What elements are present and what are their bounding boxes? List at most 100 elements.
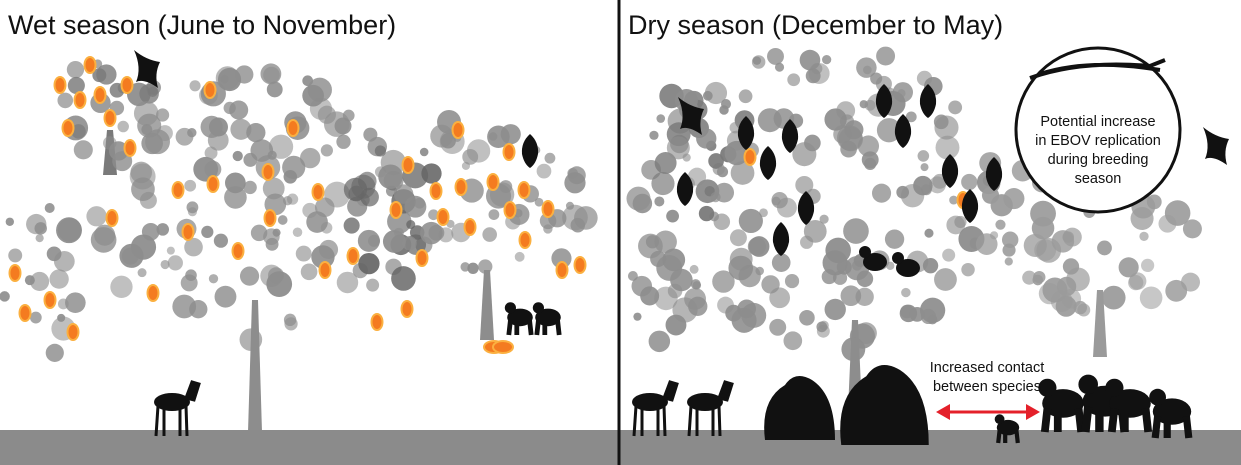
foliage <box>515 252 525 262</box>
foliage <box>901 288 910 297</box>
foliage <box>783 331 802 350</box>
foliage <box>176 128 194 146</box>
foliage <box>948 100 962 114</box>
fruit <box>488 174 499 190</box>
foliage <box>654 287 678 311</box>
foliage <box>942 249 955 262</box>
fruit <box>148 285 159 301</box>
foliage <box>1030 201 1056 227</box>
foliage <box>767 48 784 65</box>
foliage <box>666 210 679 223</box>
primate <box>1078 375 1098 395</box>
foliage <box>74 140 93 159</box>
foliage <box>240 267 259 286</box>
foliage <box>188 207 197 216</box>
fruit <box>45 292 56 308</box>
fruit <box>125 140 136 156</box>
foliage <box>344 218 360 234</box>
foliage <box>1002 244 1015 257</box>
foliage <box>1140 287 1163 310</box>
foliage <box>863 66 872 75</box>
foliage <box>25 275 35 285</box>
foliage <box>749 236 770 257</box>
fruit <box>122 77 133 93</box>
foliage <box>1052 230 1074 252</box>
foliage <box>414 198 425 209</box>
foliage <box>482 227 497 242</box>
foliage <box>260 63 281 84</box>
foliage <box>1097 241 1112 256</box>
fruit <box>63 120 74 136</box>
foliage <box>460 262 469 271</box>
foliage <box>310 98 332 120</box>
foliage <box>691 279 701 289</box>
foliage <box>872 184 891 203</box>
monkey <box>859 246 871 258</box>
foliage <box>68 77 85 94</box>
foliage <box>804 135 821 152</box>
primate <box>1149 389 1166 406</box>
foliage <box>138 268 147 277</box>
foliage <box>1066 268 1090 292</box>
foliage <box>860 100 868 108</box>
fruit <box>105 110 116 126</box>
foliage <box>862 151 879 168</box>
panel-title: Dry season (December to May) <box>628 10 1003 40</box>
fruit <box>205 82 216 98</box>
foliage <box>822 55 831 64</box>
foliage <box>833 271 847 285</box>
foliage <box>119 244 143 268</box>
foliage <box>920 298 945 323</box>
foliage <box>961 174 977 190</box>
foliage <box>785 274 799 288</box>
foliage <box>1022 271 1036 285</box>
fruit <box>456 179 467 195</box>
foliage <box>209 274 218 283</box>
foliage <box>1129 272 1146 289</box>
foliage <box>934 268 957 291</box>
foliage <box>30 312 42 324</box>
inset-line: during breeding <box>1048 152 1149 168</box>
foliage <box>168 255 183 270</box>
foliage <box>49 269 68 288</box>
fruit <box>313 184 324 200</box>
foliage <box>982 187 999 204</box>
foliage <box>717 166 728 177</box>
foliage <box>215 286 237 308</box>
foliage <box>1139 232 1148 241</box>
foliage <box>56 217 82 243</box>
foliage <box>752 55 765 68</box>
foliage <box>420 148 429 157</box>
foliage <box>918 150 930 162</box>
foliage <box>574 206 598 230</box>
fruit <box>520 232 531 248</box>
foliage <box>263 178 285 200</box>
foliage <box>1005 257 1013 265</box>
foliage <box>638 234 663 259</box>
illustration: Wet season (June to November) Dry season… <box>0 0 1241 465</box>
foliage <box>421 163 441 183</box>
foliage <box>769 319 786 336</box>
foliage <box>811 63 822 74</box>
inset-line: season <box>1075 171 1122 187</box>
foliage <box>537 164 552 179</box>
foliage <box>91 227 117 253</box>
foliage <box>65 292 86 313</box>
foliage <box>714 214 731 231</box>
foliage <box>662 249 685 272</box>
foliage <box>1141 259 1154 272</box>
foliage <box>816 321 827 332</box>
foliage <box>841 337 865 361</box>
foliage <box>924 229 933 238</box>
foliage <box>921 163 929 171</box>
foliage <box>383 230 406 253</box>
fruit <box>505 202 516 218</box>
foliage <box>321 222 333 234</box>
foliage <box>654 196 664 206</box>
foliage <box>499 180 512 193</box>
foliage <box>910 307 925 322</box>
foliage <box>893 82 913 102</box>
foliage <box>235 65 253 83</box>
foliage <box>772 253 791 272</box>
foliage <box>649 331 670 352</box>
